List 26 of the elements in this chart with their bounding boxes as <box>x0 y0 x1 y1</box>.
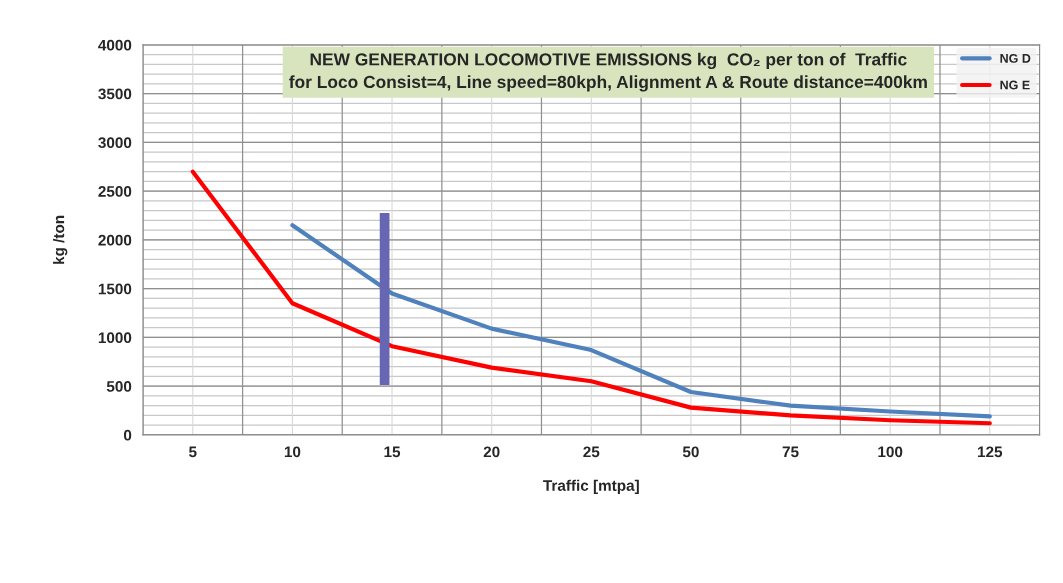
line-series <box>290 223 992 419</box>
chart-title: NEW GENERATION LOCOMOTIVE EMISSIONS kg CO₂ per ton of Traffic <box>310 52 907 70</box>
x-tick-label: 5 <box>189 446 197 458</box>
line-series <box>190 169 992 426</box>
y-tick-label: 2000 <box>98 234 132 246</box>
x-axis-title: Traffic [mtpa] <box>543 479 639 494</box>
x-tick-label: 50 <box>682 446 699 458</box>
x-tick-label: 10 <box>284 446 301 458</box>
y-tick-label: 0 <box>123 429 132 441</box>
y-tick-label: 2500 <box>98 186 132 197</box>
y-tick-label: 3500 <box>98 88 132 100</box>
y-tick-label: 3000 <box>98 137 132 149</box>
legend-label: NG E <box>1000 80 1030 90</box>
legend-label: NG D <box>1000 53 1031 63</box>
x-tick-label: 25 <box>583 446 600 458</box>
y-tick-label: 1500 <box>98 283 132 295</box>
y-tick-label: 1000 <box>98 332 132 344</box>
y-axis-title: kg /ton <box>53 215 68 264</box>
x-tick-label: 20 <box>483 446 500 458</box>
y-tick-label: 500 <box>106 381 132 392</box>
x-tick-label: 125 <box>978 446 1003 458</box>
x-tick-label: 15 <box>384 446 401 458</box>
y-tick-label: 4000 <box>98 39 132 51</box>
text: for Loco Consist=4, Line speed=80kph, Alignment A & Route distance=400km <box>289 75 927 92</box>
x-tick-label: 75 <box>782 446 799 458</box>
x-tick-label: 100 <box>878 446 903 458</box>
